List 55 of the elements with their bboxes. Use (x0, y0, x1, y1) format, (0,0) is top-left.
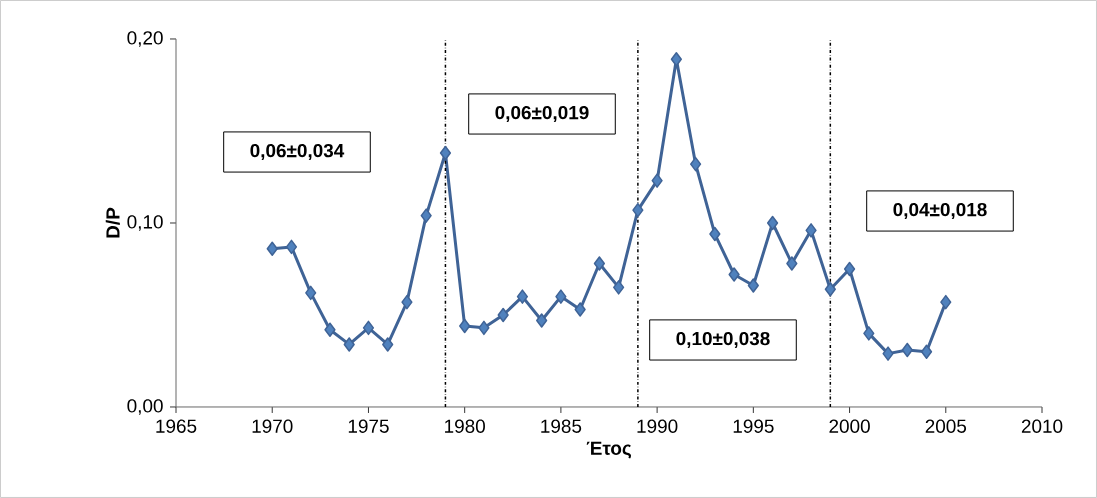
point (882, 346, 894, 361)
point (478, 320, 490, 336)
point (574, 302, 586, 317)
x-tick-label: 2000 (829, 419, 870, 433)
point (497, 307, 509, 323)
point (324, 322, 336, 337)
x-tick-label: 1975 (348, 419, 389, 433)
x-tick-label: 1965 (156, 419, 197, 433)
point (305, 285, 317, 301)
point (439, 145, 452, 161)
point (382, 337, 394, 352)
point (285, 239, 298, 255)
point (593, 256, 606, 271)
point (401, 294, 413, 310)
x-tick-label: 1970 (252, 419, 293, 433)
point (786, 256, 798, 271)
y-tick-label: 0,10 (127, 215, 163, 231)
point (689, 156, 702, 172)
point (901, 342, 913, 358)
point (613, 280, 625, 295)
x-tick-label: 1985 (541, 419, 582, 433)
point (670, 51, 682, 67)
point (266, 241, 278, 256)
point (536, 313, 548, 328)
point (805, 223, 817, 238)
point (632, 202, 644, 218)
point (516, 289, 529, 304)
point (709, 226, 721, 242)
point (651, 173, 663, 188)
x-tick-label: 1980 (445, 419, 485, 433)
point (843, 261, 856, 277)
point (824, 281, 836, 297)
y-tick-label: 0,00 (127, 399, 163, 415)
x-tick-label: 2005 (925, 419, 967, 433)
y-axis-title: D/P (105, 207, 120, 238)
y-tick-label: 0,20 (127, 31, 163, 47)
point (766, 215, 779, 231)
annotation: 0,10±0,038 (676, 331, 770, 349)
x-tick-label: 2010 (1021, 419, 1063, 433)
x-axis-title: Έτος (586, 441, 632, 459)
point (459, 318, 471, 334)
point (728, 267, 740, 282)
x-tick-label: 1990 (637, 419, 678, 433)
annotation: 0,06±0,019 (495, 105, 589, 123)
point (747, 278, 759, 293)
x-tick-label: 1995 (733, 419, 774, 433)
point (362, 320, 375, 336)
point (555, 289, 567, 304)
point (863, 326, 875, 341)
point (920, 344, 933, 360)
point (343, 337, 355, 352)
point (420, 208, 432, 223)
annotation: 0,06±0,034 (250, 143, 345, 161)
point (940, 294, 952, 310)
annotation: 0,04±0,018 (893, 202, 987, 220)
